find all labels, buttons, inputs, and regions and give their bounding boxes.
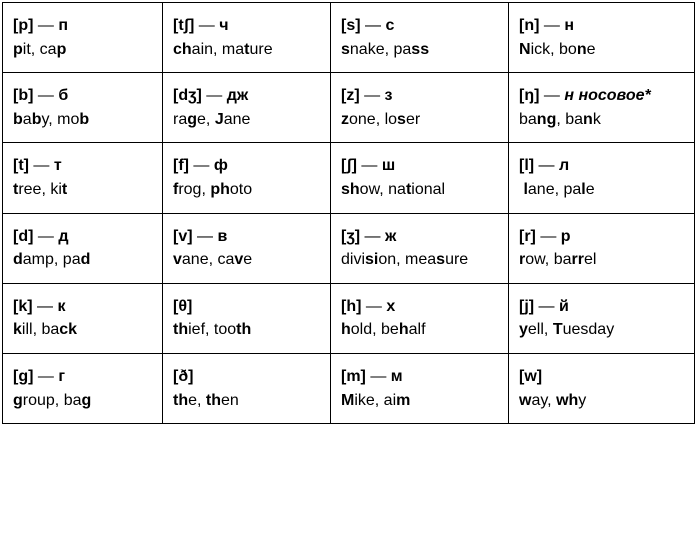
symbol-line: [s] — с xyxy=(341,15,498,37)
examples-line: show, national xyxy=(341,179,498,201)
symbol-line: [j] — й xyxy=(519,296,684,318)
phonetic-cell: [s] — сsnake, pass xyxy=(331,3,509,73)
table-row: [k] — кkill, back[θ]thief, tooth[h] — хh… xyxy=(3,283,695,353)
phonetic-cell: [d] — дdamp, pad xyxy=(3,213,163,283)
examples-line: hold, behalf xyxy=(341,319,498,341)
phonetic-cell: [ð]the, then xyxy=(163,353,331,423)
symbol-line: [g] — г xyxy=(13,366,152,388)
symbol-line: [b] — б xyxy=(13,85,152,107)
examples-line: row, barrel xyxy=(519,249,684,271)
examples-line: chain, mature xyxy=(173,39,320,61)
symbol-line: [f] — ф xyxy=(173,155,320,177)
symbol-line: [ʃ] — ш xyxy=(341,155,498,177)
symbol-line: [ʒ] — ж xyxy=(341,226,498,248)
phonetic-cell: [ʒ] — жdivision, measure xyxy=(331,213,509,283)
table-row: [p] — пpit, cap[tʃ] — чchain, mature[s] … xyxy=(3,3,695,73)
symbol-line: [θ] xyxy=(173,296,320,318)
examples-line: snake, pass xyxy=(341,39,498,61)
phonetic-cell: [ʃ] — шshow, national xyxy=(331,143,509,213)
phonetic-cell: [dʒ] — джrage, Jane xyxy=(163,73,331,143)
symbol-line: [dʒ] — дж xyxy=(173,85,320,107)
symbol-line: [r] — р xyxy=(519,226,684,248)
phonetic-cell: [f] — фfrog, photo xyxy=(163,143,331,213)
phonetic-cell: [g] — гgroup, bag xyxy=(3,353,163,423)
symbol-line: [m] — м xyxy=(341,366,498,388)
phonetic-cell: [n] — нNick, bone xyxy=(509,3,695,73)
examples-line: Nick, bone xyxy=(519,39,684,61)
phonetic-cell: [l] — л lane, pale xyxy=(509,143,695,213)
examples-line: division, measure xyxy=(341,249,498,271)
examples-line: tree, kit xyxy=(13,179,152,201)
symbol-line: [t] — т xyxy=(13,155,152,177)
examples-line: bang, bank xyxy=(519,109,684,131)
examples-line: lane, pale xyxy=(519,179,684,201)
phonetic-cell: [θ]thief, tooth xyxy=(163,283,331,353)
symbol-line: [k] — к xyxy=(13,296,152,318)
examples-line: zone, loser xyxy=(341,109,498,131)
symbol-line: [tʃ] — ч xyxy=(173,15,320,37)
symbol-line: [ŋ] — н носовое* xyxy=(519,85,684,107)
table-row: [d] — дdamp, pad[v] — вvane, cave[ʒ] — ж… xyxy=(3,213,695,283)
symbol-line: [w] xyxy=(519,366,684,388)
examples-line: rage, Jane xyxy=(173,109,320,131)
examples-line: kill, back xyxy=(13,319,152,341)
examples-line: group, bag xyxy=(13,390,152,412)
examples-line: damp, pad xyxy=(13,249,152,271)
phonetic-cell: [t] — тtree, kit xyxy=(3,143,163,213)
examples-line: vane, cave xyxy=(173,249,320,271)
phonetic-cell: [v] — вvane, cave xyxy=(163,213,331,283)
symbol-line: [p] — п xyxy=(13,15,152,37)
examples-line: Mike, aim xyxy=(341,390,498,412)
table-row: [b] — бbaby, mob[dʒ] — джrage, Jane[z] —… xyxy=(3,73,695,143)
examples-line: thief, tooth xyxy=(173,319,320,341)
symbol-line: [ð] xyxy=(173,366,320,388)
phonetic-cell: [h] — хhold, behalf xyxy=(331,283,509,353)
phonetic-cell: [z] — зzone, loser xyxy=(331,73,509,143)
examples-line: baby, mob xyxy=(13,109,152,131)
phonetic-cell: [b] — бbaby, mob xyxy=(3,73,163,143)
symbol-line: [l] — л xyxy=(519,155,684,177)
examples-line: frog, photo xyxy=(173,179,320,201)
phonetic-cell: [ŋ] — н носовое*bang, bank xyxy=(509,73,695,143)
examples-line: yell, Tuesday xyxy=(519,319,684,341)
symbol-line: [h] — х xyxy=(341,296,498,318)
examples-line: the, then xyxy=(173,390,320,412)
examples-line: way, why xyxy=(519,390,684,412)
symbol-line: [n] — н xyxy=(519,15,684,37)
phonetic-cell: [w]way, why xyxy=(509,353,695,423)
phonetic-cell: [k] — кkill, back xyxy=(3,283,163,353)
symbol-line: [d] — д xyxy=(13,226,152,248)
phonetic-cell: [r] — рrow, barrel xyxy=(509,213,695,283)
phonetics-table: [p] — пpit, cap[tʃ] — чchain, mature[s] … xyxy=(2,2,695,424)
examples-line: pit, cap xyxy=(13,39,152,61)
phonetic-cell: [m] — мMike, aim xyxy=(331,353,509,423)
phonetic-cell: [tʃ] — чchain, mature xyxy=(163,3,331,73)
phonetic-cell: [p] — пpit, cap xyxy=(3,3,163,73)
table-row: [g] — гgroup, bag[ð]the, then[m] — мMike… xyxy=(3,353,695,423)
symbol-line: [v] — в xyxy=(173,226,320,248)
symbol-line: [z] — з xyxy=(341,85,498,107)
table-row: [t] — тtree, kit[f] — фfrog, photo[ʃ] — … xyxy=(3,143,695,213)
phonetic-cell: [j] — йyell, Tuesday xyxy=(509,283,695,353)
